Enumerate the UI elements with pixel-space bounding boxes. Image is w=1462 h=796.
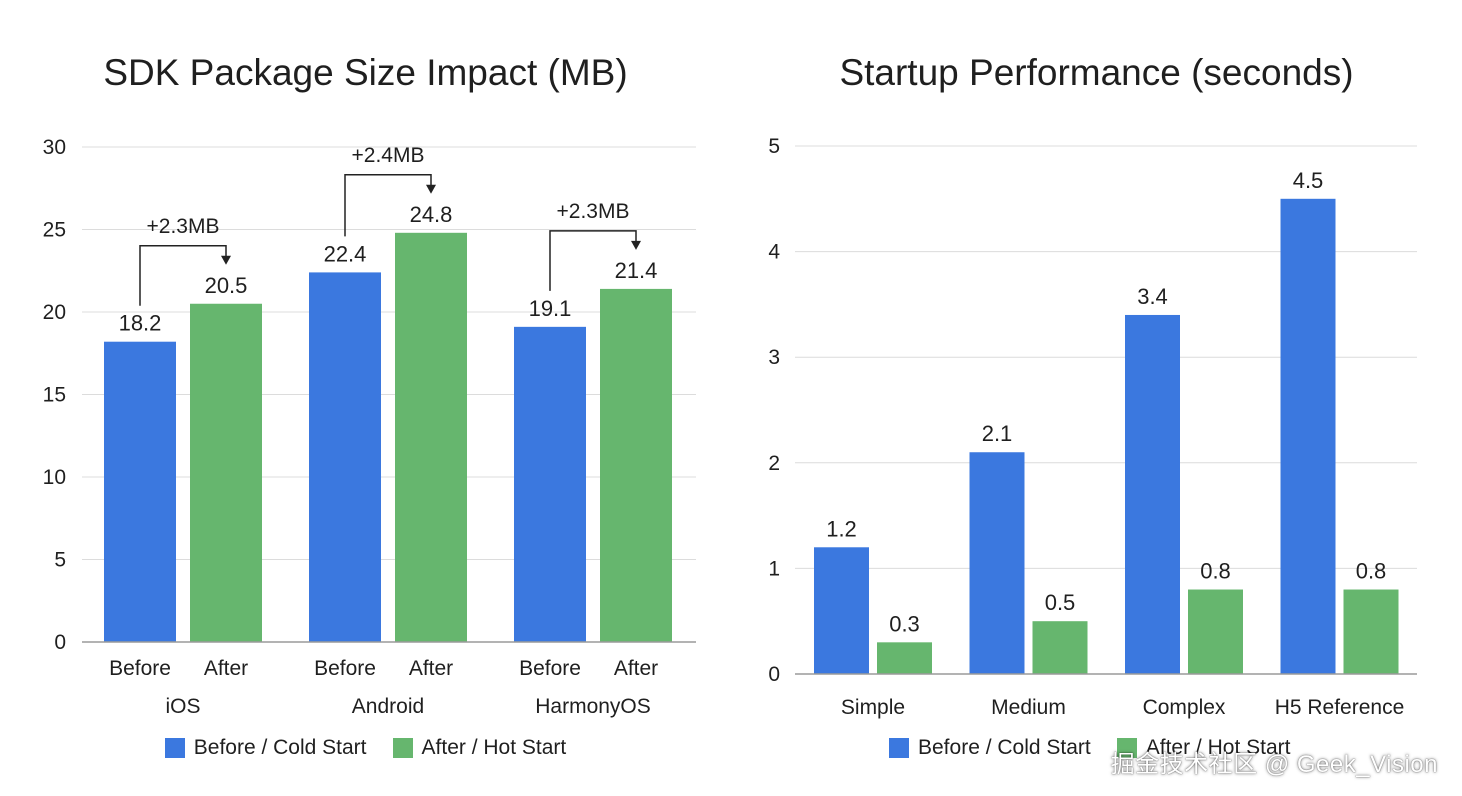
bar-before — [1125, 314, 1180, 674]
annotation-bracket — [344, 174, 432, 237]
legend-item-before: Before / Cold Start — [164, 736, 367, 760]
bar-before — [514, 326, 586, 642]
legend-swatch-before — [164, 738, 185, 758]
y-tick-label: 25 — [43, 219, 66, 242]
bar-label-before: Before — [519, 657, 581, 680]
legend-swatch-after — [1116, 738, 1137, 758]
startup-legend: Before / Cold Start After / Hot Start — [731, 736, 1462, 760]
bar-label-before: Before — [109, 657, 171, 680]
legend-label-before: Before / Cold Start — [918, 736, 1091, 759]
bar-before — [104, 341, 176, 642]
y-tick-label: 0 — [768, 663, 780, 686]
y-tick-label: 20 — [43, 301, 66, 324]
bar-before — [814, 547, 869, 674]
legend-item-before: Before / Cold Start — [889, 736, 1091, 760]
bar-after — [395, 232, 467, 643]
startup-chart-title: Startup Performance (seconds) — [839, 52, 1354, 93]
annotation-arrowhead — [631, 240, 641, 250]
y-tick-label: 5 — [768, 135, 780, 158]
bar-label-after: After — [204, 657, 248, 680]
data-label-before: 22.4 — [324, 241, 367, 266]
package-size-legend: Before / Cold Start After / Hot Start — [0, 736, 731, 760]
data-label-after: 24.8 — [410, 202, 453, 227]
legend-swatch-before — [889, 738, 909, 758]
data-label-before: 2.1 — [982, 421, 1013, 446]
data-label-before: 18.2 — [119, 311, 162, 336]
startup-performance-panel: Startup Performance (seconds) 0 1 2 3 4 5 1.2 0… — [731, 0, 1462, 796]
y-tick-label: 0 — [54, 631, 66, 654]
bar-label-after: After — [409, 657, 453, 680]
annotation-label: +2.3MB — [147, 215, 220, 238]
y-tick-label: 4 — [768, 241, 780, 264]
y-tick-label: 2 — [768, 452, 780, 475]
y-tick-label: 10 — [43, 466, 66, 489]
legend-label-after: After / Hot Start — [1145, 736, 1291, 759]
y-tick-label: 1 — [768, 557, 780, 580]
data-label-after: 21.4 — [615, 258, 658, 283]
legend-label-before: Before / Cold Start — [193, 736, 367, 759]
category-label: H5 Reference — [1275, 696, 1405, 719]
bar-before — [969, 452, 1025, 674]
data-label-before: 19.1 — [529, 296, 572, 321]
bar-after — [1188, 589, 1243, 674]
legend-label-after: After / Hot Start — [421, 736, 567, 759]
bar-before — [309, 272, 381, 642]
y-tick-label: 15 — [43, 384, 66, 407]
annotation-arrowhead — [221, 255, 231, 265]
category-label: iOS — [165, 695, 200, 718]
bar-after — [1343, 589, 1399, 674]
bar-before — [1280, 198, 1336, 675]
data-label-before: 3.4 — [1137, 284, 1168, 309]
category-label: HarmonyOS — [535, 695, 651, 718]
bar-after — [1032, 621, 1088, 674]
legend-item-after: After / Hot Start — [392, 736, 567, 760]
package-size-chart: 05101520253018.2Before20.5AfteriOS+2.3MB… — [43, 136, 696, 718]
bar-after — [600, 288, 672, 642]
bar-after — [190, 303, 262, 642]
data-label-before: 4.5 — [1293, 168, 1324, 193]
bar-label-before: Before — [314, 657, 376, 680]
bar-after — [877, 642, 932, 674]
data-label-after: 0.3 — [889, 611, 920, 636]
startup-performance-chart: 0 1 2 3 4 5 1.2 0.3 Simple 2.1 0.5 Medium 3.4 0.8 Comp… — [768, 135, 1417, 719]
category-label: Simple — [841, 696, 905, 719]
y-tick-label: 5 — [54, 549, 66, 572]
data-label-after: 0.8 — [1356, 559, 1387, 584]
y-tick-label: 30 — [43, 136, 66, 159]
category-label: Complex — [1143, 696, 1226, 719]
legend-item-after: After / Hot Start — [1116, 736, 1291, 760]
data-label-after: 0.8 — [1200, 559, 1231, 584]
data-label-after: 0.5 — [1045, 590, 1076, 615]
annotation-bracket — [139, 245, 227, 306]
watermark: 掘金技术社区 @ Geek_Vision — [1110, 751, 1438, 778]
package-size-panel: SDK Package Size Impact (MB) 0 5 10 15 20 25 3… — [0, 52, 731, 760]
package-size-chart-title: SDK Package Size Impact (MB) — [103, 52, 628, 93]
data-label-before: 1.2 — [826, 516, 857, 541]
y-tick-label: 3 — [768, 346, 780, 369]
category-label: Android — [352, 695, 424, 718]
category-label: Medium — [991, 696, 1066, 719]
bar-label-after: After — [614, 657, 658, 680]
annotation-arrowhead — [426, 184, 436, 194]
data-label-after: 20.5 — [205, 273, 248, 298]
legend-swatch-after — [392, 738, 413, 758]
annotation-label: +2.4MB — [352, 144, 425, 167]
annotation-label: +2.3MB — [557, 200, 630, 223]
annotation-bracket — [549, 230, 637, 291]
